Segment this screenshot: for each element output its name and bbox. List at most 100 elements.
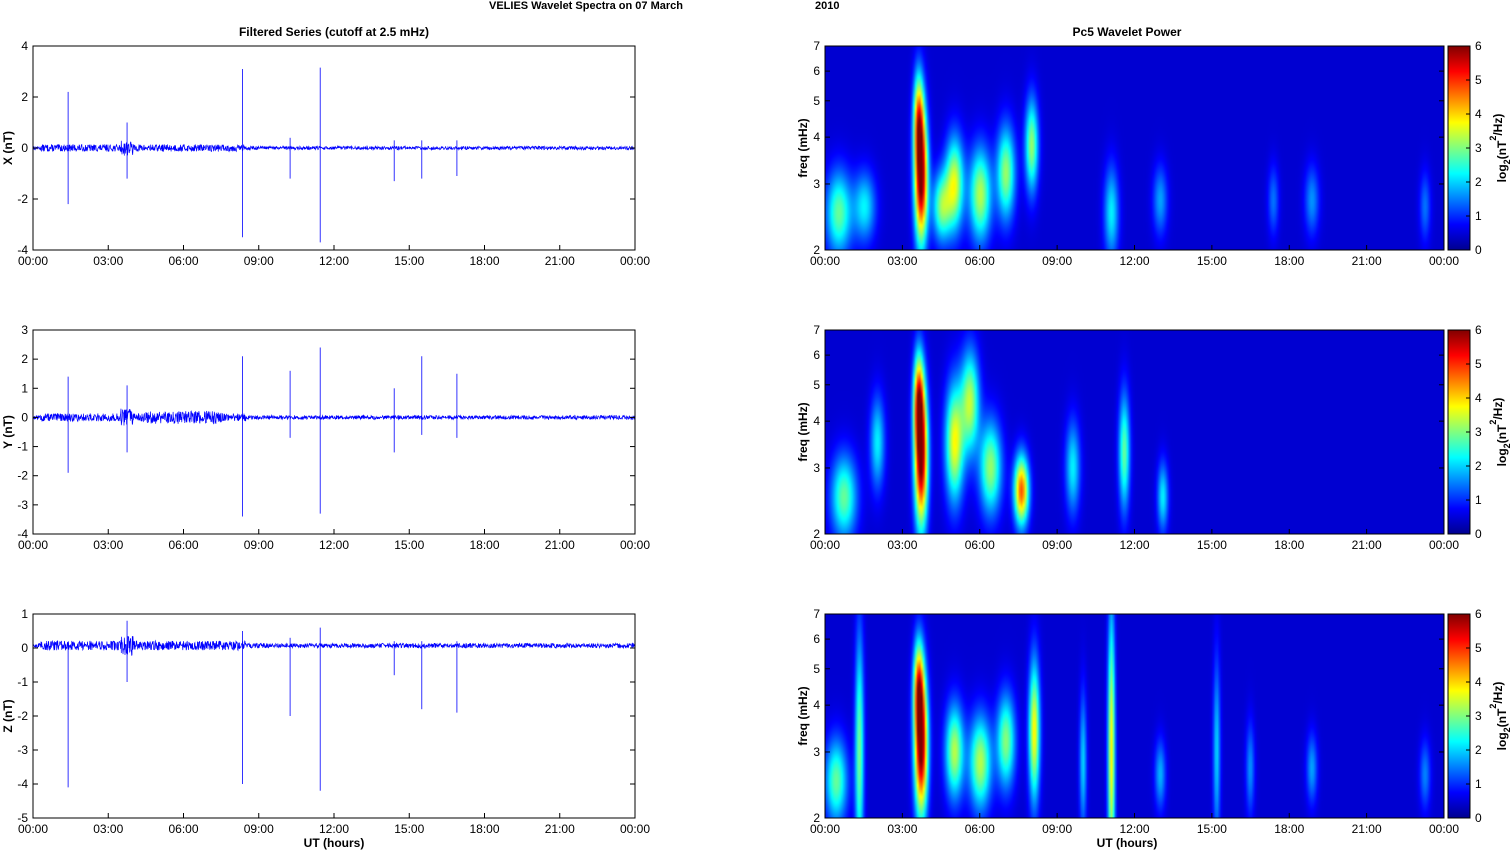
x-tick-label: 00:00 xyxy=(18,538,48,552)
plot-area xyxy=(33,614,635,818)
x-tick-label: 00:00 xyxy=(620,538,650,552)
x-tick-label: 06:00 xyxy=(965,538,995,552)
x-tick-label: 03:00 xyxy=(93,254,123,268)
y-tick-label: 1 xyxy=(21,381,28,395)
right-panel-title: Pc5 Wavelet Power xyxy=(1073,25,1182,39)
x-tick-label: 18:00 xyxy=(1274,822,1304,836)
x-tick-label: 15:00 xyxy=(1197,254,1227,268)
x-tick-label: 06:00 xyxy=(168,822,198,836)
colorbar-label-part: /Hz) xyxy=(1491,398,1505,420)
colorbar-tick-label: 6 xyxy=(1475,607,1482,621)
y-tick-label: 6 xyxy=(813,348,820,362)
wavelet-power-map xyxy=(825,330,1444,534)
y-tick-label: -2 xyxy=(17,709,28,723)
colorbar-tick-label: 3 xyxy=(1475,709,1482,723)
colorbar-tick-label: 5 xyxy=(1475,641,1482,655)
colorbar-tick-label: 3 xyxy=(1475,141,1482,155)
x-tick-label: 12:00 xyxy=(1119,538,1149,552)
left-panel-title: Filtered Series (cutoff at 2.5 mHz) xyxy=(239,25,429,39)
y-tick-label: 2 xyxy=(21,90,28,104)
x-tick-label: 00:00 xyxy=(810,822,840,836)
colorbar-tick-label: 3 xyxy=(1475,425,1482,439)
colorbar-tick-label: 0 xyxy=(1475,243,1482,257)
y-tick-label: -3 xyxy=(17,498,28,512)
y-tick-label: -4 xyxy=(17,527,28,541)
x-tick-label: 06:00 xyxy=(965,822,995,836)
x-tick-label: 00:00 xyxy=(18,822,48,836)
x-tick-label: 09:00 xyxy=(1042,538,1072,552)
y-tick-label: -2 xyxy=(17,469,28,483)
y-axis-label: freq (mHz) xyxy=(796,118,810,177)
y-tick-label: 6 xyxy=(813,632,820,646)
colorbar-tick-label: 1 xyxy=(1475,493,1482,507)
x-tick-label: 03:00 xyxy=(887,822,917,836)
x-tick-label: 15:00 xyxy=(1197,538,1227,552)
wavelet-power-map xyxy=(825,46,1444,250)
y-tick-label: 2 xyxy=(813,243,820,257)
wavelet-power-map xyxy=(825,614,1444,818)
x-tick-label: 15:00 xyxy=(394,254,424,268)
x-tick-label: 00:00 xyxy=(620,822,650,836)
colorbar-label-part: (nT xyxy=(1495,708,1509,727)
y-axis-label: freq (mHz) xyxy=(796,402,810,461)
y-tick-label: -5 xyxy=(17,811,28,825)
y-tick-label: -1 xyxy=(17,675,28,689)
y-tick-label: 0 xyxy=(21,641,28,655)
x-tick-label: 21:00 xyxy=(1352,822,1382,836)
y-tick-label: 7 xyxy=(813,323,820,337)
colorbar-label-part: 2 xyxy=(1502,443,1511,448)
colorbar-tick-label: 0 xyxy=(1475,527,1482,541)
x-tick-label: 21:00 xyxy=(545,254,575,268)
y-axis-label: Z (nT) xyxy=(1,699,15,732)
series-trace xyxy=(32,408,636,426)
series-trace xyxy=(32,140,636,156)
colorbar-label: log2(nT2/Hz) xyxy=(1488,114,1511,183)
y-tick-label: -3 xyxy=(17,743,28,757)
y-tick-label: 4 xyxy=(813,414,820,428)
colorbar-tick-label: 1 xyxy=(1475,209,1482,223)
y-tick-label: 4 xyxy=(813,130,820,144)
colorbar-label-part: log xyxy=(1495,732,1509,750)
x-tick-label: 15:00 xyxy=(1197,822,1227,836)
x-tick-label: 06:00 xyxy=(965,254,995,268)
x-tick-label: 12:00 xyxy=(319,822,349,836)
x-tick-label: 15:00 xyxy=(394,538,424,552)
y-tick-label: 6 xyxy=(813,64,820,78)
figure-title-left: VELIES Wavelet Spectra on 07 March xyxy=(489,0,683,12)
colorbar-tick-label: 6 xyxy=(1475,323,1482,337)
y-tick-label: 3 xyxy=(21,323,28,337)
x-tick-label: 09:00 xyxy=(1042,822,1072,836)
colorbar-tick-label: 2 xyxy=(1475,459,1482,473)
y-tick-label: 5 xyxy=(813,662,820,676)
colorbar-label-part: (nT xyxy=(1495,140,1509,159)
x-tick-label: 18:00 xyxy=(469,538,499,552)
series-panel-y: -4 -3 -2 -1 0 1 2 3 Y (nT) xyxy=(1,323,636,541)
x-tick-label: 00:00 xyxy=(1429,822,1459,836)
colorbar-label: log2(nT2/Hz) xyxy=(1488,398,1511,467)
colorbar-tick-label: 2 xyxy=(1475,175,1482,189)
x-tick-label: 12:00 xyxy=(1119,822,1149,836)
xlabel-left: UT (hours) xyxy=(304,836,365,850)
y-tick-label: 5 xyxy=(813,94,820,108)
y-tick-label: 3 xyxy=(813,745,820,759)
x-tick-label: 09:00 xyxy=(244,538,274,552)
y-tick-label: 5 xyxy=(813,378,820,392)
x-tick-label: 00:00 xyxy=(620,254,650,268)
colorbar-label-part: 2 xyxy=(1488,704,1498,709)
colorbar-label-part: log xyxy=(1495,448,1509,466)
x-tick-label: 12:00 xyxy=(1119,254,1149,268)
y-tick-label: 1 xyxy=(21,607,28,621)
colorbar-tick-label: 5 xyxy=(1475,357,1482,371)
x-tick-label: 12:00 xyxy=(319,538,349,552)
colorbar-label-part: /Hz) xyxy=(1491,682,1505,704)
colorbar-tick-label: 4 xyxy=(1475,391,1482,405)
series-panel-x: -4 -2 0 2 4 X (nT) xyxy=(1,39,636,257)
colorbar-label-part: 2 xyxy=(1502,727,1511,732)
x-tick-label: 06:00 xyxy=(168,254,198,268)
y-tick-label: 2 xyxy=(21,352,28,366)
x-tick-label: 00:00 xyxy=(810,254,840,268)
colorbar-tick-label: 1 xyxy=(1475,777,1482,791)
